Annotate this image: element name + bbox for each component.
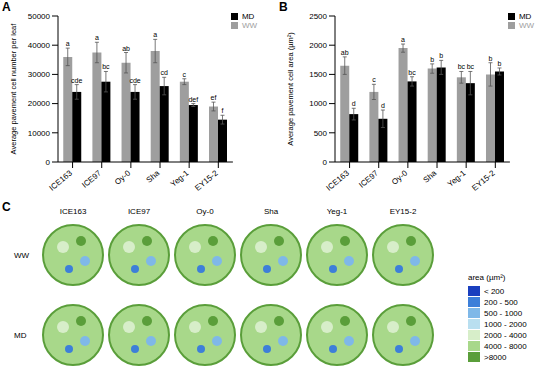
html-text:MD: MD <box>518 12 532 21</box>
svg-text:ICE163: ICE163 <box>325 168 352 192</box>
svg-text:2000: 2000 <box>309 41 327 50</box>
svg-text:ab: ab <box>341 49 349 56</box>
svg-text:area (µm²): area (µm²) <box>468 273 506 282</box>
html-text:C: C <box>2 200 11 214</box>
svg-text:10000: 10000 <box>28 129 51 138</box>
svg-text:c: c <box>183 71 187 78</box>
svg-text:>8000: >8000 <box>484 353 507 362</box>
svg-text:Sha: Sha <box>264 207 279 216</box>
svg-text:ICE97: ICE97 <box>357 168 380 190</box>
svg-text:Sha: Sha <box>145 168 162 184</box>
svg-text:d: d <box>381 102 385 109</box>
svg-text:cd: cd <box>160 69 168 76</box>
svg-text:bc: bc <box>102 63 110 70</box>
svg-text:Oy-0: Oy-0 <box>390 168 409 186</box>
svg-text:0: 0 <box>46 158 51 167</box>
svg-text:500: 500 <box>314 129 328 138</box>
svg-text:bc: bc <box>467 63 475 70</box>
svg-text:ICE163: ICE163 <box>48 168 75 192</box>
svg-text:b: b <box>489 55 493 62</box>
svg-text:40000: 40000 <box>28 41 51 50</box>
svg-text:ab: ab <box>122 45 130 52</box>
svg-text:4000 - 8000: 4000 - 8000 <box>484 342 527 351</box>
svg-text:< 200: < 200 <box>484 287 505 296</box>
svg-text:1000: 1000 <box>309 99 327 108</box>
html-text:A: A <box>2 0 11 14</box>
svg-text:Yeg-1: Yeg-1 <box>446 168 468 188</box>
svg-text:EY15-2: EY15-2 <box>390 207 417 216</box>
svg-text:EY15-2: EY15-2 <box>470 168 497 192</box>
svg-text:Oy-0: Oy-0 <box>113 168 132 186</box>
svg-text:0: 0 <box>323 158 328 167</box>
svg-text:30000: 30000 <box>28 70 51 79</box>
svg-text:bc: bc <box>408 69 416 76</box>
svg-text:a: a <box>153 31 157 38</box>
svg-text:ICE97: ICE97 <box>80 168 103 190</box>
svg-text:b: b <box>498 60 502 67</box>
html-text:MD: MD <box>241 12 255 21</box>
svg-text:MD: MD <box>14 331 27 340</box>
svg-text:500 - 1000: 500 - 1000 <box>484 309 523 318</box>
svg-text:cde: cde <box>129 77 140 84</box>
svg-text:b: b <box>430 56 434 63</box>
svg-text:c: c <box>372 76 376 83</box>
svg-text:50000: 50000 <box>28 12 51 21</box>
svg-text:EY15-2: EY15-2 <box>193 168 220 192</box>
svg-text:ef: ef <box>211 94 217 101</box>
svg-text:f: f <box>222 107 224 114</box>
svg-text:b: b <box>439 52 443 59</box>
svg-text:Oy-0: Oy-0 <box>196 207 214 216</box>
svg-text:a: a <box>401 36 405 43</box>
svg-text:2000 - 4000: 2000 - 4000 <box>484 331 527 340</box>
svg-text:1000 - 2000: 1000 - 2000 <box>484 320 527 329</box>
svg-text:ICE97: ICE97 <box>128 207 151 216</box>
svg-text:d: d <box>352 100 356 107</box>
svg-text:Average pavement cell area (µm: Average pavement cell area (µm²) <box>286 32 295 146</box>
svg-text:Yeg-1: Yeg-1 <box>169 168 191 188</box>
svg-text:def: def <box>188 96 198 103</box>
svg-text:ICE163: ICE163 <box>60 207 87 216</box>
svg-text:Yeg-1: Yeg-1 <box>327 207 348 216</box>
svg-text:cde: cde <box>71 77 82 84</box>
svg-text:2500: 2500 <box>309 12 327 21</box>
html-text:WW: WW <box>241 21 257 30</box>
svg-text:20000: 20000 <box>28 99 51 108</box>
svg-text:WW: WW <box>14 251 30 260</box>
svg-text:a: a <box>66 40 70 47</box>
svg-text:Sha: Sha <box>422 168 439 184</box>
html-text:WW: WW <box>518 21 534 30</box>
svg-text:200 - 500: 200 - 500 <box>484 298 518 307</box>
svg-text:a: a <box>95 34 99 41</box>
svg-text:bc: bc <box>458 63 466 70</box>
html-text:B: B <box>279 0 288 14</box>
svg-text:1500: 1500 <box>309 70 327 79</box>
svg-text:Average pavement cell number p: Average pavement cell number per leaf <box>9 23 18 155</box>
